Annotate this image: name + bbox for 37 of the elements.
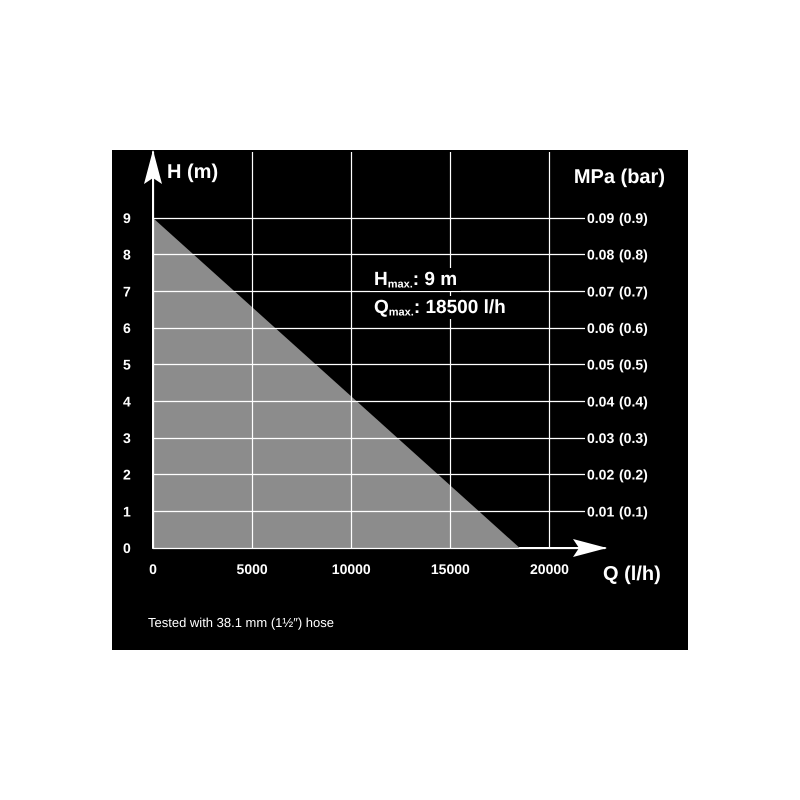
y-tick-label: 1 bbox=[123, 503, 131, 520]
y3-tick-label: (0.7) bbox=[619, 283, 648, 300]
y3-tick-label: (0.4) bbox=[619, 393, 648, 410]
y-tick-label: 7 bbox=[123, 283, 131, 300]
y3-tick-label: (0.8) bbox=[619, 246, 648, 263]
y-tick-label: 0 bbox=[123, 540, 131, 556]
x-axis-title: Q (l/h) bbox=[603, 563, 661, 585]
y3-tick-label: (0.1) bbox=[619, 503, 648, 520]
y-tick-label: 8 bbox=[123, 246, 131, 263]
y-tick-label: 2 bbox=[123, 466, 131, 483]
y2-tick-label: 0.01 bbox=[587, 503, 614, 520]
x-tick-label: 10000 bbox=[332, 561, 371, 577]
y2-tick-label: 0.03 bbox=[587, 430, 614, 446]
y2-tick-label: 0.02 bbox=[587, 466, 614, 483]
y2-tick-label: 0.06 bbox=[587, 320, 614, 336]
y-tick-label: 5 bbox=[123, 356, 131, 373]
x-tick-label: 20000 bbox=[530, 561, 570, 577]
text: Tested with 38.1 mm (1½″) hose bbox=[148, 615, 334, 630]
y2-tick-label: 0.08 bbox=[587, 246, 614, 263]
x-tick-label: 15000 bbox=[430, 561, 470, 577]
x-tick-label: 0 bbox=[149, 561, 158, 577]
y-tick-label: 4 bbox=[123, 393, 131, 410]
y-tick-label: 6 bbox=[123, 320, 131, 336]
y3-tick-label: (0.6) bbox=[619, 320, 648, 336]
y3-tick-label: (0.5) bbox=[619, 356, 648, 373]
y2-tick-label: 0.07 bbox=[587, 283, 614, 300]
y-tick-label: 3 bbox=[123, 430, 131, 446]
x-tick-label: 5000 bbox=[236, 561, 268, 577]
y3-tick-label: (0.2) bbox=[619, 466, 648, 483]
y3-tick-label: (0.9) bbox=[619, 210, 648, 226]
y-tick-label: 9 bbox=[123, 210, 131, 226]
y3-tick-label: (0.3) bbox=[619, 430, 648, 446]
y2-axis-title: MPa (bar) bbox=[574, 166, 665, 188]
y2-tick-label: 0.05 bbox=[587, 356, 614, 373]
y-axis-title: H (m) bbox=[167, 161, 218, 183]
y2-tick-label: 0.09 bbox=[587, 210, 614, 226]
y2-tick-label: 0.04 bbox=[587, 393, 614, 410]
